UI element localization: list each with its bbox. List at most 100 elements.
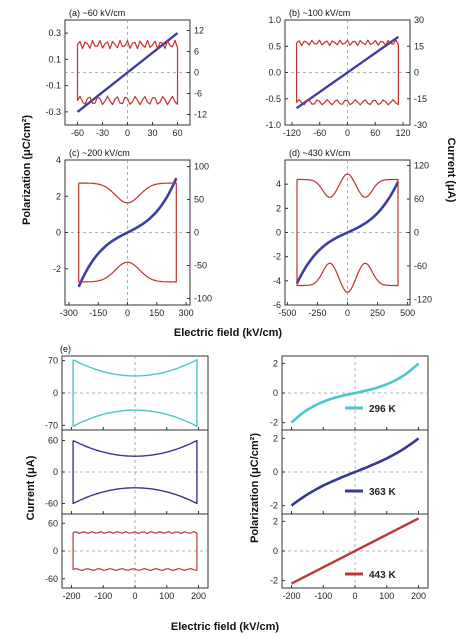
x-tick-label: -200 [63,591,81,601]
x-tick-label: 100 [159,591,174,601]
y-right-tick-label: -30 [414,120,427,130]
panel-e-pol-296: -2 0 2 296 K [270,355,429,431]
x-tick-label: -250 [308,308,326,318]
y-right-tick-label: 0 [414,68,419,78]
y-tick-label: 0 [273,467,278,477]
y-right-tick-label: 0 [194,68,199,78]
y-right-tick-label: 6 [194,47,199,57]
bottom-x-axis-label: Electric field (kV/cm) [171,621,280,633]
y-right-tick-label: -6 [194,89,202,99]
panel-a: (a) ~60 kV/cm-60 -30 0 30 60-0.3-0.10.10.3-1… [45,8,207,138]
y-tick-label: 70 [48,356,58,366]
y-tick-label: 4 [56,155,61,165]
x-tick-label: -300 [60,308,78,318]
y-tick-label: 0 [273,388,278,398]
legend-label: 443 K [369,570,396,581]
y-right-tick-label: 100 [194,162,209,172]
y-right-tick-label: -12 [194,110,207,120]
y-right-tick-label: -100 [194,293,212,303]
y-tick-label: -0.1 [45,81,61,91]
series-line-363-K [290,437,420,507]
series-line-296-K [290,362,420,424]
x-tick-label: 250 [370,308,385,318]
x-tick-label: 300 [179,308,194,318]
y-tick-label: 0.0 [268,68,281,78]
y-tick-label: 4 [276,179,281,189]
legend-label: 296 K [369,404,396,415]
y-tick-label: 2 [276,203,281,213]
panel-e-current-443: -200 -100 0 100 200 -60 0 60 [45,513,209,601]
y-tick-label: 0 [56,228,61,238]
y-tick-label: -6 [273,300,281,310]
y-right-tick-label: 0 [194,228,199,238]
y-tick-label: 1.0 [268,15,281,25]
y-right-tick-label: 12 [194,26,204,36]
y-tick-label: 2 [273,516,278,526]
y-tick-label: -1.0 [265,120,281,130]
y-tick-label: -0.5 [265,94,281,104]
x-tick-label: -100 [314,591,332,601]
x-tick-label: 200 [191,591,206,601]
y-right-tick-label: -60 [414,261,427,271]
y-tick-label: 0.3 [48,28,61,38]
y-tick-label: 0 [273,546,278,556]
panel-c: (c) ~200 kV/cm -300 -150 0 150 300 -2 0 2 4 -100 -5… [53,148,212,318]
y-right-tick-label: -15 [414,94,427,104]
y-tick-label: 0.5 [268,41,281,51]
y-tick-label: -60 [45,574,58,584]
bottom-y-axis-label-left: Current (μA) [25,455,37,520]
panel-title: (a) ~60 kV/cm [69,8,125,18]
y-tick-label: -2 [53,264,61,274]
y-tick-label: 0 [53,546,58,556]
x-tick-label: -500 [278,308,296,318]
x-tick-label: -200 [283,591,301,601]
series-line [72,359,198,427]
y-tick-label: 2 [273,358,278,368]
y-right-tick-label: 60 [414,194,424,204]
x-tick-label: 100 [379,591,394,601]
x-tick-label: 0 [352,591,357,601]
x-tick-label: -120 [283,128,301,138]
y-right-tick-label: 50 [194,195,204,205]
series-line [72,531,198,571]
y-tick-label: -2 [270,418,278,428]
y-tick-label: 0 [53,467,58,477]
y-right-tick-label: -120 [414,294,432,304]
x-tick-label: -60 [313,128,326,138]
bottom-y-axis-label-right: Polarization (μC/cm²) [249,433,261,543]
series-line [296,39,399,106]
x-tick-label: 0 [345,128,350,138]
y-tick-label: -60 [45,499,58,509]
x-tick-label: 0 [345,308,350,318]
y-tick-label: 2 [273,433,278,443]
y-tick-label: 60 [48,518,58,528]
panel-e-pol-443: -200 -100 0 100 200 -2 0 2 443 K [270,513,429,601]
series-line [77,177,178,288]
y-tick-label: 60 [48,436,58,446]
y-tick-label: -70 [45,420,58,430]
series-line [72,439,198,505]
x-tick-label: 200 [411,591,426,601]
panel-d: (d) ~430 kV/cm -500 -250 0 250 500 -6 -4 -2 0 2 4 -1… [273,148,432,318]
series-line [295,181,400,284]
y-tick-label: -4 [273,276,281,286]
y-tick-label: 0 [53,388,58,398]
x-tick-label: 120 [396,128,411,138]
y-right-tick-label: -50 [194,260,207,270]
y-right-tick-label: 30 [414,15,424,25]
series-line [296,173,399,293]
panel-e-label: (e) [60,344,71,354]
x-tick-label: 60 [370,128,380,138]
series-line [76,32,179,113]
y-right-tick-label: 0 [414,228,419,238]
top-y-axis-label-right: Current (μA) [445,138,457,203]
panel-e-pol-363: -2 0 2 363 K [270,429,429,515]
panel-e-current-296: -70 0 70 [45,355,209,431]
panel-b: (b) ~100 kV/cm -120 -60 0 60 120 -1.0 -0.5 0.0 0.… [265,8,427,138]
y-tick-label: -2 [270,501,278,511]
x-tick-label: 500 [400,308,415,318]
series-line [76,39,179,106]
y-tick-label: -2 [273,252,281,262]
y-right-tick-label: 15 [414,41,424,51]
